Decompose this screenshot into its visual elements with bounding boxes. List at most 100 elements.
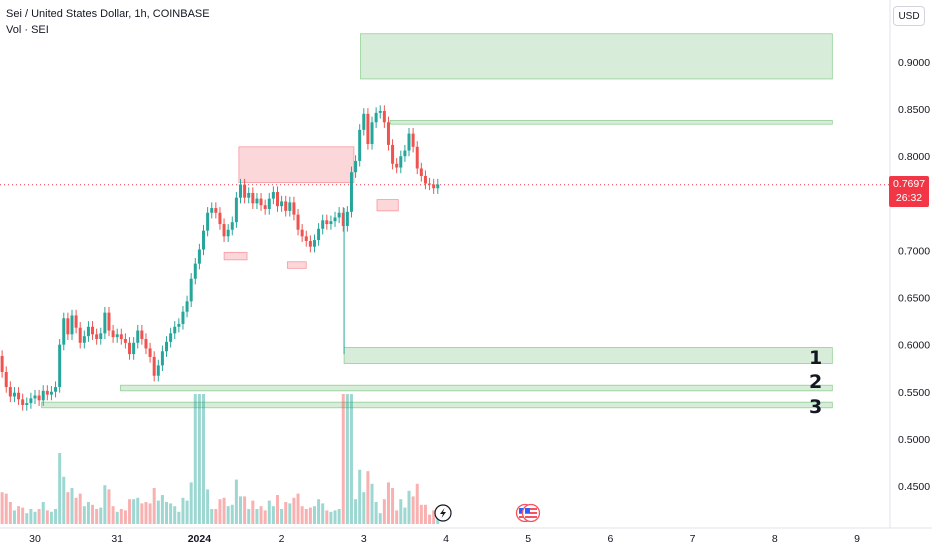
candle-body [296, 214, 300, 230]
volume-bar [382, 499, 386, 524]
candle-body [0, 355, 4, 372]
volume-bar [218, 499, 222, 524]
volume-bar [17, 506, 21, 524]
volume-bar [210, 509, 214, 524]
candlesticks [0, 105, 440, 411]
volume-bar [243, 496, 247, 524]
volume-bar [132, 499, 136, 524]
volume-bar [362, 492, 366, 524]
candle-body [436, 184, 440, 189]
volume-bar [173, 506, 177, 524]
volume-bar [214, 509, 218, 524]
us-flag-icon[interactable] [521, 503, 541, 523]
time-axis[interactable]: 303120242345678910 [29, 533, 932, 545]
price-tick-label: 0.4500 [898, 481, 930, 493]
candle-body [411, 133, 415, 147]
price-tick-label: 0.5000 [898, 434, 930, 446]
candle-body [337, 212, 341, 218]
candle-body [95, 334, 99, 340]
price-tick-label: 0.8000 [898, 151, 930, 163]
volume-bar [0, 492, 4, 524]
time-tick-label: 9 [854, 533, 860, 545]
candle-body [140, 330, 144, 340]
candle-body [8, 387, 12, 397]
candle-body [185, 301, 189, 312]
candle-body [386, 122, 390, 145]
volume-bar [317, 499, 321, 524]
candle-body [288, 202, 292, 211]
candle-body [362, 113, 366, 130]
zone-label-2: 2 [809, 371, 822, 393]
candle-body [259, 198, 263, 206]
volume-bar [255, 509, 259, 524]
volume-bar [111, 506, 115, 524]
candle-body [317, 228, 321, 241]
volume-bar [78, 493, 82, 524]
volume-bar [206, 489, 210, 524]
volume-bar [82, 506, 86, 524]
candle-body [271, 192, 275, 199]
volume-bar [123, 510, 127, 524]
price-tick-label: 0.6000 [898, 340, 930, 352]
candle-body [148, 348, 152, 357]
candle-body [308, 241, 312, 247]
demand-zone [120, 384, 833, 392]
volume-bar [271, 506, 275, 524]
candle-body [247, 192, 251, 198]
candle-body [156, 365, 160, 376]
volume-bar [304, 509, 308, 524]
candle-body [218, 212, 222, 225]
volume-bar [358, 469, 362, 524]
volume-bar [29, 509, 33, 524]
candle-body [267, 198, 271, 209]
volume-bar [54, 509, 58, 524]
lightning-icon[interactable] [434, 504, 452, 522]
volume-bar [8, 502, 12, 524]
candle-body [432, 184, 436, 189]
volume-bar [66, 492, 70, 524]
volume-bar [37, 509, 41, 524]
volume-bar [333, 510, 337, 524]
demand-zone [389, 120, 833, 125]
volume-bar [329, 511, 333, 524]
volume-bar [230, 504, 234, 524]
price-axis[interactable]: 0.9000 0.8500 0.8000 0.7000 0.6500 0.6000 0.55… [898, 57, 930, 493]
volume-bar [177, 511, 181, 524]
volume-bar [119, 509, 123, 524]
candle-body [78, 327, 82, 343]
candle-body [374, 112, 378, 123]
volume-bar [4, 493, 8, 524]
volume-legend: Vol · SEI [6, 24, 49, 36]
candle-body [128, 342, 132, 355]
candle-body [239, 184, 242, 198]
volume-bar [411, 496, 415, 524]
demand-zone [360, 33, 833, 80]
volume-bar [275, 495, 279, 524]
volume-bar [185, 500, 189, 524]
volume-bar [86, 502, 90, 524]
price-tick-label: 0.7000 [898, 245, 930, 257]
volume-bar [312, 506, 316, 524]
candle-body [165, 341, 169, 352]
candle-body [345, 211, 349, 226]
candle-body [25, 403, 29, 405]
bar-countdown: 26:32 [895, 192, 923, 204]
candle-body [226, 229, 230, 237]
volume-bar [115, 511, 119, 524]
volume-bar [91, 504, 95, 524]
volume-bar [165, 502, 169, 524]
candle-body [152, 356, 156, 376]
candle-body [169, 333, 173, 342]
volume-bar [41, 502, 45, 524]
volume-bar [251, 500, 255, 524]
volume-bar [12, 510, 16, 524]
currency-button[interactable]: USD [893, 6, 925, 26]
candle-body [107, 312, 111, 331]
candle-body [189, 278, 193, 302]
volume-bar [432, 510, 436, 524]
candle-body [136, 330, 140, 343]
candle-body [49, 391, 53, 395]
candle-body [45, 390, 49, 395]
candle-body [41, 390, 45, 401]
